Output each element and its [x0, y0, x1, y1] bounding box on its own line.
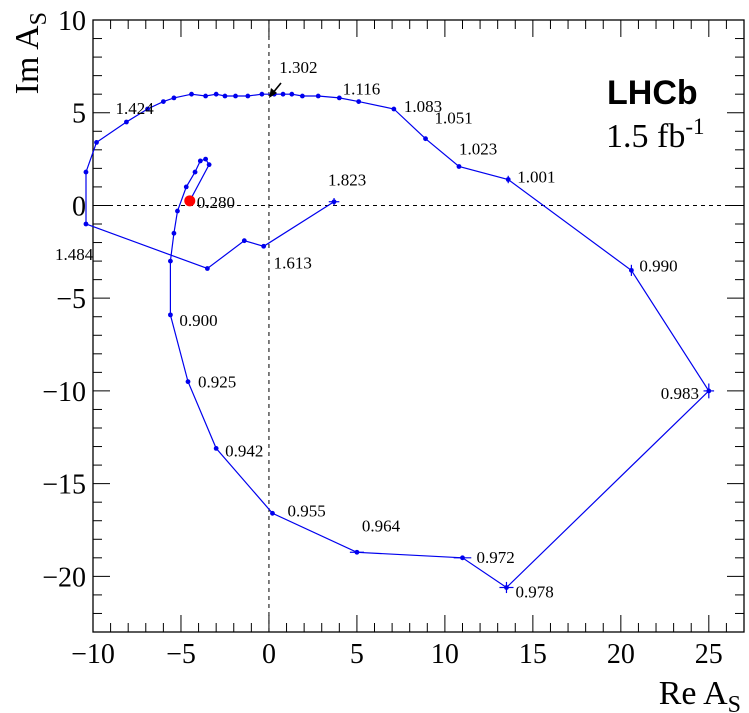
data-point — [83, 221, 89, 227]
data-point — [124, 119, 129, 125]
x-tick-label: 20 — [607, 639, 635, 670]
axis-tick-labels: −10 −5 0 5 10 15 20 25 −20 −15 −10 −5 0 5 10 — [42, 6, 723, 670]
data-point — [183, 184, 189, 190]
data-point — [270, 510, 275, 516]
data-point — [145, 106, 150, 112]
data-point — [259, 91, 265, 97]
data-point — [504, 585, 509, 590]
data-point — [706, 388, 712, 394]
x-tick-label: 10 — [431, 639, 459, 670]
data-point — [168, 258, 173, 264]
point-label: 1.484 — [55, 245, 94, 264]
y-tick-label: 10 — [58, 6, 86, 37]
data-point — [206, 162, 212, 168]
data-point — [94, 140, 99, 145]
data-point — [628, 267, 634, 273]
point-label: 0.925 — [198, 373, 236, 392]
data-point — [203, 93, 209, 99]
data-point — [391, 106, 397, 112]
data-point — [175, 208, 180, 214]
data-point — [336, 95, 342, 101]
data-point — [280, 91, 286, 97]
y-tick-label: −15 — [42, 470, 86, 501]
x-axis-label-sub: S — [728, 692, 741, 713]
point-label: 1.083 — [404, 97, 442, 116]
y-axis-label-sub: S — [26, 12, 52, 25]
data-point — [456, 164, 462, 169]
point-label: 0.955 — [287, 501, 325, 520]
y-tick-label: −5 — [56, 284, 86, 315]
point-label: 0.972 — [476, 548, 514, 567]
data-point — [83, 169, 89, 175]
point-label: 0.900 — [179, 311, 217, 330]
data-point — [171, 230, 177, 236]
data-point — [189, 91, 194, 97]
axis-ticks — [92, 19, 745, 633]
point-label: 1.116 — [343, 80, 381, 99]
point-label: 0.983 — [661, 384, 699, 403]
data-point — [331, 199, 337, 205]
data-point — [233, 93, 238, 99]
data-point — [460, 555, 465, 561]
data-point — [356, 99, 362, 104]
data-point — [222, 93, 228, 99]
point-label: 1.023 — [459, 140, 497, 159]
x-axis-label: Re AS — [659, 675, 741, 713]
point-label: 0.964 — [362, 516, 401, 535]
x-tick-label: 0 — [262, 639, 276, 670]
point-label: 0.990 — [639, 256, 677, 275]
point-label: 1.424 — [116, 99, 155, 118]
data-point — [192, 169, 198, 175]
point-label: 0.942 — [225, 441, 263, 460]
point-labels: 0.280 0.900 0.925 0.942 0.955 0.964 0.9720.978… — [55, 58, 699, 601]
y-axis-label-main: Im A — [9, 25, 46, 94]
y-axis-label: Im AS — [9, 12, 52, 94]
data-point — [241, 238, 247, 244]
point-label: 1.823 — [328, 171, 366, 190]
data-point — [160, 99, 166, 104]
experiment-label: LHCb — [607, 74, 698, 112]
data-point — [213, 91, 219, 97]
x-tick-label: 25 — [695, 639, 723, 670]
x-tick-label: 5 — [350, 639, 364, 670]
luminosity-exponent: -1 — [685, 114, 704, 139]
data-point — [171, 95, 177, 101]
data-point — [168, 312, 173, 318]
data-point — [213, 446, 219, 451]
plot-frame — [92, 19, 745, 633]
y-tick-label: −20 — [42, 562, 86, 593]
luminosity-label: 1.5 fb-1 — [606, 114, 705, 155]
point-label: 0.978 — [515, 582, 553, 601]
data-point — [423, 136, 428, 142]
data-point — [354, 549, 360, 555]
point-label: 1.613 — [274, 253, 312, 272]
data-point — [185, 379, 191, 385]
x-tick-label: −10 — [71, 639, 115, 670]
data-point — [203, 156, 209, 162]
point-label: 1.001 — [517, 167, 555, 186]
series-line — [85, 93, 710, 589]
data-point — [289, 91, 295, 97]
x-tick-label: −5 — [166, 639, 196, 670]
y-tick-label: 5 — [72, 99, 86, 130]
data-point — [197, 158, 203, 164]
y-tick-label: −10 — [42, 377, 86, 408]
x-axis-label-main: Re A — [659, 675, 728, 712]
data-points — [83, 91, 712, 590]
data-point — [315, 93, 321, 99]
x-tick-label: 15 — [519, 639, 547, 670]
data-point — [299, 93, 305, 99]
highlight-point — [184, 195, 196, 207]
annotation-arrowhead — [269, 88, 277, 98]
point-label: 1.051 — [435, 109, 473, 128]
data-point — [245, 93, 251, 99]
point-label: 0.280 — [197, 193, 235, 212]
luminosity-value: 1.5 fb — [606, 118, 685, 155]
data-point — [505, 177, 511, 182]
data-point — [261, 243, 267, 249]
point-label: 1.302 — [279, 58, 317, 77]
y-tick-label: 0 — [72, 191, 86, 222]
data-point — [204, 266, 210, 271]
